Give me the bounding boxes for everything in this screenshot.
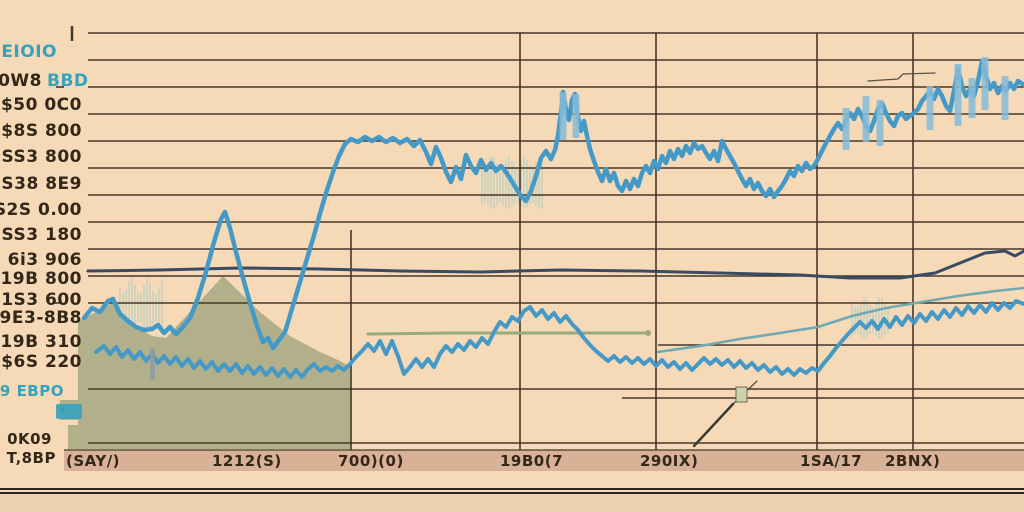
x-axis-label: 2BNX): [885, 452, 940, 470]
x-axis-label: 1SA/17: [800, 452, 862, 470]
ma-rising-teal: [656, 286, 1024, 354]
x-axis-labels: (SAY/) 1212(S) 700)(0) 19B0(7 290IX) 1SA/17 2B…: [66, 452, 940, 470]
y-axis-label: 1S3 600: [1, 290, 82, 310]
y-axis-label: SS3 180: [2, 225, 82, 245]
y-axis-label: 8SS3 800: [0, 147, 82, 167]
ma-flat-olive: [366, 331, 650, 336]
candle-bars: [559, 57, 1009, 150]
y-axis-label: 19B 800: [0, 269, 82, 289]
marker-box: [735, 386, 748, 403]
gridlines: [52, 32, 1024, 450]
x-axis-label: 19B0(7: [500, 452, 563, 470]
y-axis-label: BBD: [47, 71, 89, 91]
y-axis-label: 9 EBPO: [0, 382, 64, 400]
x-axis-label: 290IX): [640, 452, 698, 470]
teal-blob: [56, 404, 82, 419]
y-axis-label: $6S 220: [1, 352, 82, 372]
plateau-step-line: [867, 72, 936, 82]
y-axis-label: 0W8: [0, 71, 42, 91]
x-axis-label: 700)(0): [338, 452, 404, 470]
y-axis-label: S38 8E9: [1, 174, 82, 194]
y-axis-label: $8S 800: [1, 121, 82, 141]
x-axis-label: (SAY/): [66, 452, 120, 470]
y-axis-label: MEIOIO: [0, 42, 57, 62]
mark-bar: [150, 348, 155, 380]
footer-strip: [0, 494, 1024, 512]
price-secondary: [94, 299, 1024, 379]
y-axis-label: T‚8BP: [7, 449, 56, 467]
price-main: [81, 58, 1024, 351]
y-axis-label: 6i3 906: [8, 250, 82, 270]
y-axis-label: 9E3-8B8: [0, 308, 82, 328]
trend-navy: [86, 249, 1024, 280]
x-axis-label: 1212(S): [212, 452, 282, 470]
y-axis-label: 0K09: [7, 430, 52, 448]
y-axis-label: S2S 0.00: [0, 200, 82, 220]
y-axis-label: 19B 310: [0, 332, 82, 352]
x-axis-band: [64, 450, 1024, 471]
y-axis-label: $50 0C0: [1, 95, 82, 115]
